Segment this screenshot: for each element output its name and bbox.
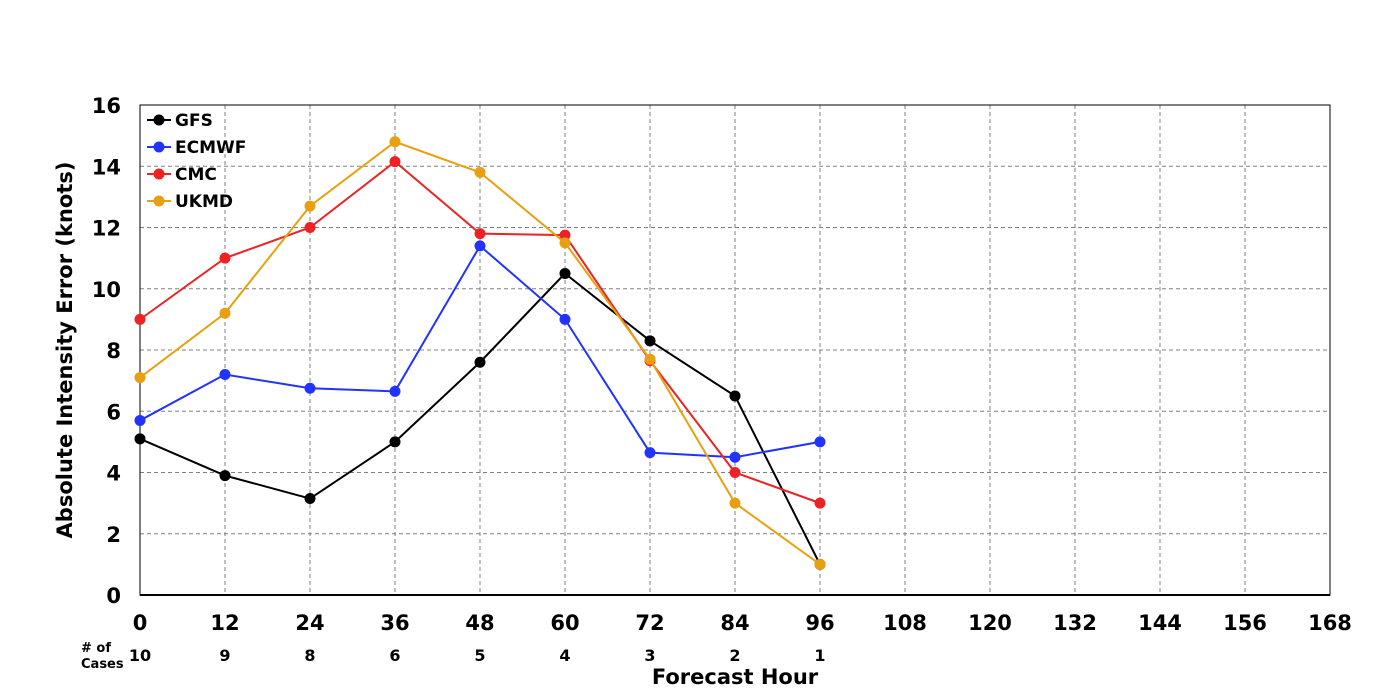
- y-tick-labels: 0 2 4 6 8 10 12 14 16: [92, 94, 121, 608]
- x-tick-label: 48: [465, 611, 494, 635]
- legend-marker: [153, 141, 165, 153]
- x-tick-label: 108: [883, 611, 927, 635]
- data-point: [644, 335, 656, 347]
- cases-label: # of: [81, 641, 111, 656]
- legend-marker: [153, 168, 165, 180]
- data-point: [474, 166, 486, 178]
- x-tick-label: 168: [1308, 611, 1352, 635]
- x-tick-label: 96: [805, 611, 834, 635]
- x-tick-label: 156: [1223, 611, 1267, 635]
- data-point: [729, 467, 741, 478]
- case-count-label: 5: [474, 646, 485, 665]
- x-tick-label: 120: [968, 611, 1012, 635]
- legend-label: CMC: [175, 165, 217, 185]
- y-axis-title: Absolute Intensity Error (knots): [53, 162, 77, 539]
- series-gfs: [134, 267, 826, 570]
- data-point: [134, 313, 146, 325]
- x-tick-label: 60: [550, 611, 579, 635]
- case-count-label: 6: [389, 646, 400, 665]
- case-count-label: 9: [219, 646, 230, 665]
- x-tick-label: 24: [295, 611, 324, 635]
- data-point: [219, 470, 231, 482]
- legend-item: UKMD: [147, 192, 233, 212]
- data-point: [219, 307, 231, 319]
- legend-item: GFS: [147, 111, 213, 131]
- y-tick-label: 10: [92, 278, 121, 302]
- data-point: [729, 390, 741, 402]
- case-count-label: 1: [814, 646, 825, 665]
- legend-label: UKMD: [175, 192, 233, 212]
- legend-label: ECMWF: [175, 138, 246, 158]
- y-tick-label: 8: [106, 339, 121, 363]
- data-point: [134, 372, 146, 384]
- y-tick-label: 2: [106, 523, 121, 547]
- data-point: [389, 156, 401, 168]
- y-tick-label: 4: [106, 462, 121, 486]
- case-count-label: 2: [729, 646, 740, 665]
- y-tick-label: 16: [92, 94, 121, 118]
- data-point: [474, 356, 486, 368]
- data-point: [389, 385, 401, 397]
- data-point: [134, 433, 146, 445]
- case-count-label: 10: [129, 646, 151, 665]
- data-point: [729, 497, 741, 509]
- data-point: [814, 497, 826, 509]
- x-tick-labels: 0 12 24 36 48 60 72 84 96 108 120 132 144 156 168: [133, 611, 1352, 635]
- x-tick-label: 12: [210, 611, 239, 635]
- data-point: [219, 252, 231, 264]
- y-tick-label: 14: [92, 155, 121, 179]
- data-point: [814, 436, 826, 448]
- series-layer: [134, 136, 826, 570]
- data-point: [559, 313, 571, 325]
- legend-item: ECMWF: [147, 138, 246, 158]
- x-tick-label: 84: [720, 611, 749, 635]
- data-point: [559, 237, 571, 249]
- series-ukmd: [134, 136, 826, 570]
- legend-label: GFS: [175, 111, 213, 131]
- x-tick-label: 36: [380, 611, 409, 635]
- data-point: [304, 222, 316, 233]
- cases-row: 10 9 8 6 5 4 3 2 1: [129, 646, 826, 665]
- data-point: [474, 228, 486, 240]
- data-point: [304, 382, 316, 394]
- x-tick-label: 132: [1053, 611, 1097, 635]
- data-point: [559, 267, 571, 279]
- legend-marker: [153, 114, 165, 126]
- data-point: [559, 229, 571, 241]
- case-count-label: 4: [559, 646, 570, 665]
- data-point: [729, 451, 741, 463]
- data-point: [304, 493, 316, 505]
- data-point: [814, 558, 826, 570]
- case-count-label: 8: [304, 646, 315, 665]
- legend-marker: [153, 195, 165, 207]
- y-tick-label: 0: [106, 584, 121, 608]
- y-tick-label: 6: [106, 400, 121, 424]
- x-tick-label: 72: [635, 611, 664, 635]
- x-tick-label: 0: [133, 611, 148, 635]
- legend-item: CMC: [147, 165, 217, 185]
- data-point: [644, 353, 656, 365]
- case-count-label: 3: [644, 646, 655, 665]
- grid-lines: [140, 105, 1330, 596]
- data-point: [644, 447, 656, 459]
- cases-label: Cases: [81, 657, 124, 672]
- data-point: [219, 369, 231, 380]
- x-tick-label: 144: [1138, 611, 1182, 635]
- data-point: [389, 136, 401, 148]
- plot-frame: [139, 104, 1331, 596]
- data-point: [389, 436, 401, 448]
- data-point: [304, 200, 316, 212]
- data-point: [474, 240, 486, 252]
- legend: GFS ECMWF CMC UKMD: [147, 111, 246, 212]
- data-point: [134, 414, 146, 426]
- y-tick-label: 12: [92, 217, 121, 241]
- x-axis-title: Forecast Hour: [652, 665, 819, 689]
